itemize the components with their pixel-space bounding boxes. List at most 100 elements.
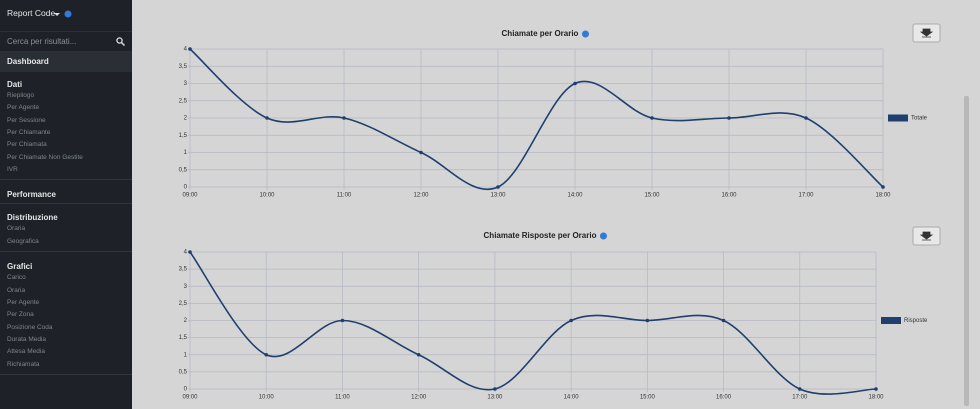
point <box>645 318 650 323</box>
x-tick-label: 13:00 <box>490 193 506 199</box>
point <box>188 250 192 254</box>
x-tick-label: 11:00 <box>335 395 350 401</box>
point <box>188 47 192 51</box>
menu-item[interactable]: Per Chiamante <box>7 129 51 137</box>
y-tick-label: 1 <box>184 150 188 156</box>
x-tick-label: 17:00 <box>798 193 814 199</box>
download-icon <box>919 28 934 38</box>
y-tick-label: 2 <box>184 318 188 324</box>
sidebar-title[interactable]: Report Code <box>7 8 56 18</box>
point <box>804 116 808 120</box>
y-tick-label: 2 <box>184 116 188 122</box>
point <box>416 352 421 357</box>
x-tick-label: 14:00 <box>567 193 583 199</box>
y-tick-label: 4 <box>184 250 188 256</box>
info-icon <box>599 232 607 240</box>
point <box>496 185 500 189</box>
menu-item[interactable]: Attesa Media <box>7 348 45 356</box>
x-tick-label: 16:00 <box>716 395 732 401</box>
active-band <box>0 52 132 72</box>
y-tick-label: 2,5 <box>179 301 188 307</box>
point <box>493 387 497 391</box>
point <box>569 318 573 323</box>
menu-item[interactable]: Oraria <box>7 286 26 294</box>
x-tick-label: 18:00 <box>868 395 884 401</box>
chart-title: Chiamate per Orario <box>502 29 579 38</box>
menu-item[interactable]: Per Chiamate Non Gestite <box>7 153 83 161</box>
menu-item[interactable]: Oraria <box>7 225 26 233</box>
menu-item[interactable]: Riepilogo <box>7 92 35 99</box>
x-tick-label: 16:00 <box>721 193 737 199</box>
y-tick-label: 1,5 <box>179 133 188 139</box>
info-icon <box>581 30 589 38</box>
separator <box>0 179 132 181</box>
x-tick-label: 13:00 <box>487 395 503 401</box>
point <box>340 318 345 323</box>
y-tick-label: 1,5 <box>179 335 188 341</box>
download-icon <box>919 231 934 241</box>
menu-item[interactable]: Per Agente <box>7 298 40 306</box>
x-tick-label: 12:00 <box>413 193 429 199</box>
legend-swatch[interactable] <box>881 317 901 324</box>
point <box>881 185 885 189</box>
menu-item[interactable]: Richiamata <box>7 360 40 368</box>
x-tick-label: 09:00 <box>182 193 198 199</box>
line <box>189 251 877 395</box>
x-tick-label: 12:00 <box>411 395 427 401</box>
x-tick-label: 18:00 <box>875 193 891 199</box>
section-heading[interactable]: Distribuzione <box>7 213 58 223</box>
y-tick-label: 4 <box>184 47 188 53</box>
sidebar: Report Code Cerca per risultati... Dashb… <box>0 0 132 409</box>
section-heading[interactable]: Dati <box>7 80 23 89</box>
point <box>264 352 269 357</box>
menu-item[interactable]: Carico <box>7 274 26 282</box>
content: Chiamate per Orario 0 0,5 1 1,5 2 2,5 3 3,5 4 09:0… <box>179 23 969 406</box>
point <box>265 116 269 120</box>
menu-item[interactable]: Per Agente <box>7 104 40 112</box>
y-tick-label: 1 <box>184 352 188 358</box>
point <box>342 116 346 120</box>
section-heading[interactable]: Grafici <box>7 262 33 272</box>
separator <box>0 251 132 253</box>
x-tick-label: 15:00 <box>640 395 656 401</box>
point <box>727 116 731 120</box>
legend-swatch[interactable] <box>888 114 908 122</box>
chart-title: Chiamate Risposte per Orario <box>484 231 597 240</box>
x-tick-label: 17:00 <box>792 395 808 401</box>
legend-label[interactable]: Totale <box>911 116 928 122</box>
y-tick-label: 2,5 <box>179 98 188 104</box>
point <box>721 318 726 323</box>
y-tick-label: 0,5 <box>179 167 188 173</box>
line <box>189 48 884 190</box>
section-heading[interactable]: Performance <box>7 190 56 200</box>
search-box[interactable]: Cerca per risultati... <box>0 31 132 52</box>
point <box>650 116 654 120</box>
x-tick-label: 15:00 <box>644 193 660 199</box>
menu-item[interactable]: Per Zona <box>7 311 34 319</box>
separator <box>0 203 132 205</box>
menu-item[interactable]: IVR <box>7 166 18 174</box>
scrollbar-thumb <box>964 96 969 406</box>
legend-label[interactable]: Risposte <box>904 318 928 324</box>
y-tick-label: 0 <box>184 185 188 191</box>
y-tick-label: 3 <box>184 284 188 290</box>
point <box>419 150 423 155</box>
separator <box>0 373 132 375</box>
point <box>797 387 802 391</box>
y-tick-label: 3 <box>184 81 188 87</box>
y-tick-label: 3,5 <box>179 267 188 273</box>
menu-item[interactable]: Durata Media <box>7 335 47 343</box>
x-tick-label: 09:00 <box>182 395 198 401</box>
x-tick-label: 14:00 <box>564 395 580 401</box>
y-tick-label: 3,5 <box>179 64 188 70</box>
x-tick-label: 11:00 <box>337 193 352 199</box>
section-heading[interactable]: Dashboard <box>7 57 49 66</box>
dropdown-icons <box>54 10 72 18</box>
point <box>573 81 577 86</box>
x-tick-label: 10:00 <box>259 395 275 401</box>
menu-item[interactable]: Geografica <box>7 237 39 245</box>
point <box>874 387 878 391</box>
menu-item[interactable]: Per Sessione <box>7 116 46 124</box>
menu-item[interactable]: Per Chiamata <box>7 141 47 149</box>
menu-item[interactable]: Posizione Coda <box>7 323 53 331</box>
